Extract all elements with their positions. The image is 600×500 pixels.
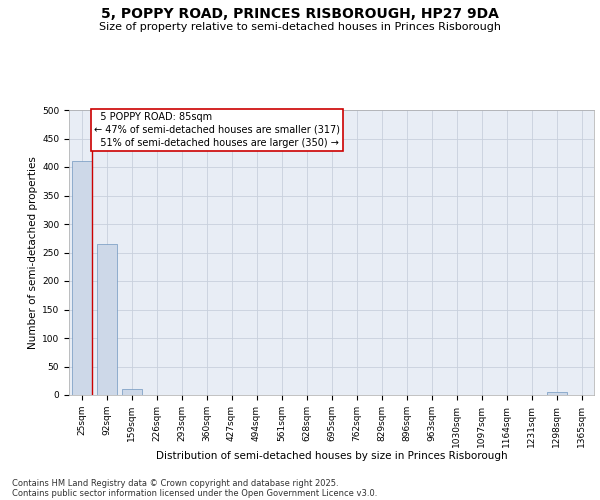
Bar xyxy=(97,244,116,395)
Text: 5, POPPY ROAD, PRINCES RISBOROUGH, HP27 9DA: 5, POPPY ROAD, PRINCES RISBOROUGH, HP27 … xyxy=(101,8,499,22)
Bar xyxy=(121,390,142,395)
Bar xyxy=(547,392,566,395)
Bar xyxy=(71,162,91,395)
Y-axis label: Number of semi-detached properties: Number of semi-detached properties xyxy=(28,156,38,349)
Text: Contains HM Land Registry data © Crown copyright and database right 2025.: Contains HM Land Registry data © Crown c… xyxy=(12,478,338,488)
X-axis label: Distribution of semi-detached houses by size in Princes Risborough: Distribution of semi-detached houses by … xyxy=(155,451,508,461)
Text: 5 POPPY ROAD: 85sqm
← 47% of semi-detached houses are smaller (317)
  51% of sem: 5 POPPY ROAD: 85sqm ← 47% of semi-detach… xyxy=(94,112,340,148)
Text: Contains public sector information licensed under the Open Government Licence v3: Contains public sector information licen… xyxy=(12,488,377,498)
Text: Size of property relative to semi-detached houses in Princes Risborough: Size of property relative to semi-detach… xyxy=(99,22,501,32)
